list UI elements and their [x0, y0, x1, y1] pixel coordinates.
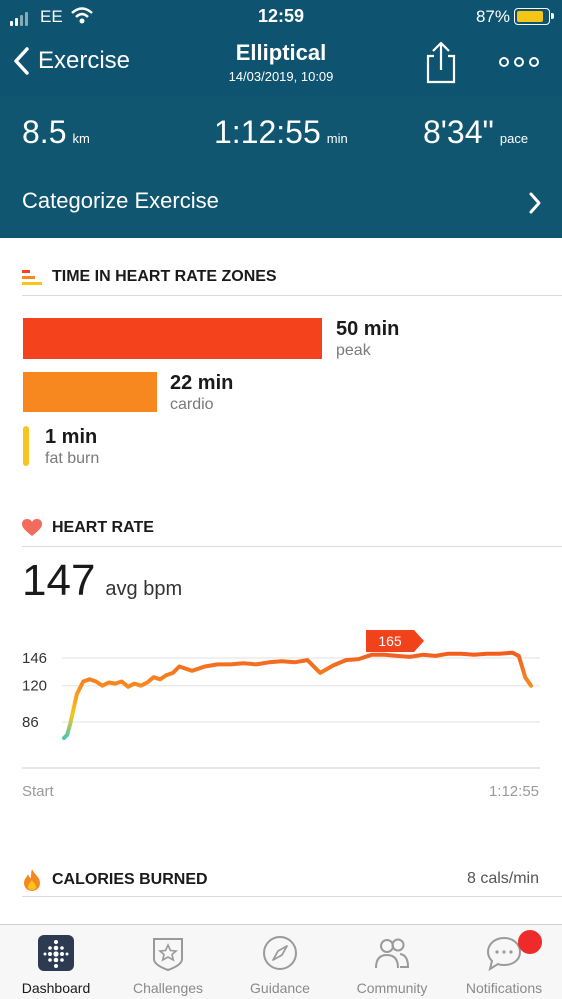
- page-title: Elliptical: [235, 40, 327, 65]
- signal-icon: [10, 12, 28, 26]
- zones-header: TIME IN HEART RATE ZONES: [22, 268, 277, 286]
- guidance-icon: [263, 936, 297, 970]
- notification-badge: [518, 930, 542, 954]
- dashboard-icon: [38, 935, 74, 971]
- heart-rate-chart: 86 120 146 165 Start 1:12:55: [0, 620, 562, 810]
- tab-bar: Dashboard Challenges Guidance Community …: [0, 924, 562, 999]
- battery-percent: 87%: [475, 7, 510, 26]
- duration-stat: 1:12:55 min: [214, 114, 348, 151]
- avg-heart-rate: 147 avg bpm: [22, 556, 182, 606]
- calories-rate: 8 cals/min: [466, 870, 539, 887]
- avg-heart-rate-value: 147: [22, 556, 96, 605]
- pace-unit: pace: [499, 131, 529, 146]
- heart-rate-header: HEART RATE: [22, 519, 154, 537]
- distance-stat: 8.5 km: [22, 114, 90, 151]
- back-button[interactable]: Exercise: [12, 46, 130, 76]
- pace-stat: 8'34" pace: [423, 114, 528, 151]
- zones-title: TIME IN HEART RATE ZONES: [52, 268, 277, 285]
- header: EE 12:59 87% Exercise Elliptical 14/03/2…: [0, 0, 562, 96]
- categorize-exercise-button[interactable]: Categorize Exercise: [0, 176, 562, 238]
- divider: [22, 546, 562, 547]
- max-heart-rate-badge: 165: [366, 630, 424, 652]
- clock: 12:59: [257, 6, 305, 26]
- y-tick-label: 146: [22, 650, 47, 667]
- x-axis-start: Start: [22, 783, 54, 800]
- zones-icon: [22, 270, 42, 285]
- tab-community[interactable]: Community: [336, 925, 448, 999]
- divider: [22, 295, 562, 296]
- zone-fat-burn-value: 1 min: [45, 426, 98, 448]
- duration-value: 1:12:55: [214, 114, 321, 150]
- calories-header: CALORIES BURNED: [22, 868, 208, 892]
- page-subtitle: 14/03/2019, 10:09: [228, 69, 334, 84]
- tab-dashboard-label: Dashboard: [21, 980, 91, 996]
- share-icon[interactable]: [424, 40, 458, 84]
- y-tick-label: 120: [22, 678, 47, 695]
- avg-heart-rate-unit: avg bpm: [105, 578, 183, 600]
- flame-icon: [24, 869, 40, 891]
- distance-value: 8.5: [22, 114, 67, 150]
- tab-notifications[interactable]: Notifications: [448, 925, 560, 999]
- calories-title: CALORIES BURNED: [52, 871, 208, 888]
- zone-cardio-value: 22 min: [170, 372, 234, 394]
- y-tick-label: 86: [22, 714, 39, 731]
- notifications-icon: [486, 936, 522, 971]
- divider: [22, 896, 562, 897]
- wifi-icon: [71, 7, 93, 24]
- exercise-stats: 8.5 km 1:12:55 min 8'34" pace Categorize…: [0, 96, 562, 238]
- community-icon: [375, 938, 410, 969]
- duration-unit: min: [326, 131, 348, 146]
- tab-challenges-label: Challenges: [132, 980, 204, 996]
- heart-rate-title: HEART RATE: [52, 519, 154, 536]
- heart-rate-chart-svg: 86 120 146 165: [22, 630, 540, 769]
- tab-guidance-label: Guidance: [250, 980, 310, 996]
- heart-icon: [22, 519, 42, 536]
- max-heart-rate-value: 165: [378, 633, 402, 649]
- back-label: Exercise: [38, 47, 131, 74]
- zone-peak-label: peak: [336, 342, 371, 359]
- more-icon[interactable]: [497, 54, 541, 70]
- distance-unit: km: [72, 131, 90, 146]
- tab-challenges[interactable]: Challenges: [112, 925, 224, 999]
- tab-guidance[interactable]: Guidance: [224, 925, 336, 999]
- pace-value: 8'34": [423, 114, 494, 150]
- heart-rate-line: [62, 650, 533, 740]
- chevron-right-icon: [529, 192, 541, 214]
- carrier-label: EE: [40, 7, 63, 26]
- tab-notifications-label: Notifications: [465, 980, 543, 996]
- tab-community-label: Community: [356, 980, 428, 996]
- zone-bar-cardio: [23, 372, 157, 412]
- zone-fat-burn-label: fat burn: [45, 450, 100, 467]
- zone-bar-fat-burn: [23, 426, 29, 466]
- categorize-label: Categorize Exercise: [22, 188, 219, 213]
- challenges-icon: [153, 938, 183, 971]
- battery-icon: [514, 8, 554, 25]
- zone-peak-value: 50 min: [336, 318, 400, 340]
- chevron-left-icon: [14, 47, 29, 75]
- x-axis-end: 1:12:55: [488, 783, 539, 800]
- zone-bar-peak: [23, 318, 322, 359]
- tab-dashboard[interactable]: Dashboard: [0, 925, 112, 999]
- zone-cardio-label: cardio: [170, 396, 214, 413]
- status-bar: EE 12:59 87%: [0, 0, 562, 34]
